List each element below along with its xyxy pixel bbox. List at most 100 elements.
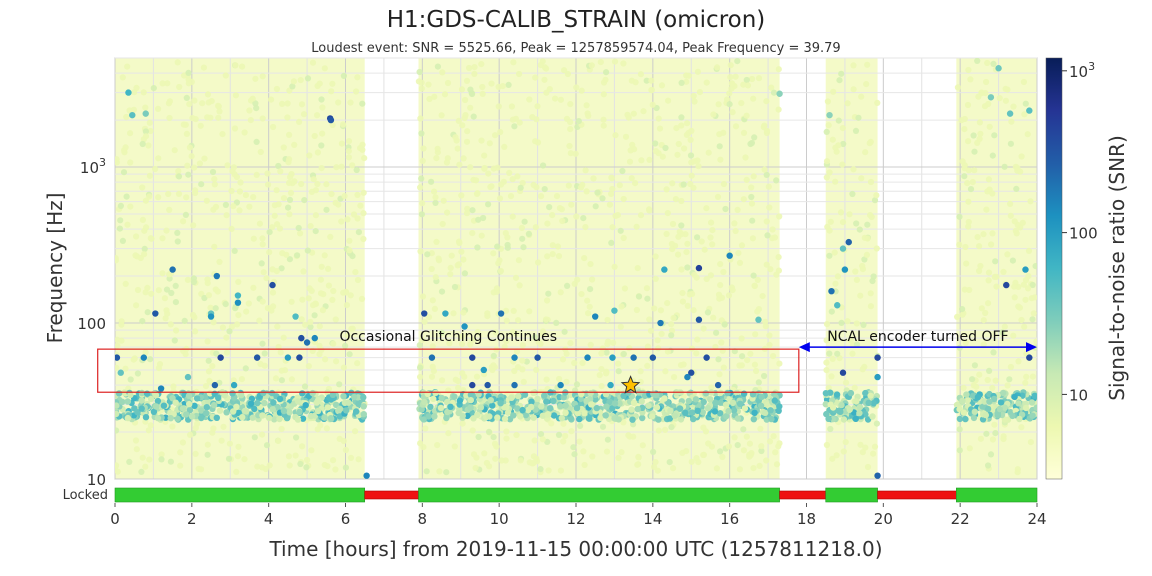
trigger-point (511, 354, 518, 361)
background-trigger (532, 74, 539, 81)
trigger-point (874, 373, 881, 381)
band-trigger (324, 404, 331, 411)
background-trigger (142, 133, 150, 140)
background-trigger (257, 360, 264, 368)
band-trigger (329, 391, 337, 398)
background-trigger (278, 377, 285, 384)
background-trigger (517, 184, 524, 191)
background-trigger (829, 332, 837, 339)
background-trigger (330, 287, 337, 295)
colorbar-label: Signal-to-noise ratio (SNR) (1105, 135, 1129, 401)
background-trigger (989, 230, 996, 237)
background-trigger (434, 63, 441, 70)
trigger-point (776, 90, 783, 97)
trigger-point (726, 252, 733, 259)
background-trigger (286, 462, 293, 469)
background-trigger (431, 188, 438, 195)
background-trigger (744, 82, 752, 89)
background-trigger (316, 80, 323, 87)
background-trigger (546, 204, 553, 211)
background-trigger (765, 183, 772, 190)
background-trigger (750, 465, 757, 472)
background-trigger (230, 164, 237, 171)
background-trigger (155, 287, 162, 294)
background-trigger (232, 92, 239, 99)
band-trigger (138, 389, 146, 397)
background-trigger (230, 203, 237, 210)
background-trigger (209, 363, 216, 370)
background-trigger (635, 453, 642, 460)
background-trigger (744, 357, 751, 364)
background-trigger (959, 306, 966, 313)
background-trigger (189, 311, 197, 319)
background-trigger (431, 93, 438, 100)
background-trigger (693, 274, 700, 281)
background-trigger (206, 377, 213, 384)
background-trigger (863, 251, 871, 258)
background-trigger (419, 200, 426, 207)
background-trigger (775, 443, 782, 450)
background-trigger (648, 77, 655, 84)
background-trigger (616, 182, 623, 189)
background-trigger (986, 367, 993, 374)
background-trigger (466, 64, 473, 72)
background-trigger (459, 420, 466, 427)
background-trigger (118, 318, 125, 325)
background-trigger (328, 190, 335, 198)
band-trigger (464, 412, 471, 420)
background-trigger (515, 317, 522, 324)
background-trigger (533, 366, 540, 373)
band-trigger (459, 412, 466, 420)
background-trigger (633, 306, 641, 314)
background-trigger (567, 101, 574, 108)
background-trigger (626, 345, 633, 352)
trigger-point (363, 472, 370, 479)
background-trigger (652, 253, 659, 260)
background-trigger (971, 362, 979, 369)
background-trigger (144, 284, 151, 291)
background-trigger (720, 268, 727, 276)
background-trigger (354, 215, 361, 222)
background-trigger (288, 171, 295, 178)
background-trigger (853, 276, 861, 283)
x-tick-label: 2 (187, 510, 197, 528)
background-trigger (1029, 281, 1036, 289)
background-trigger (166, 206, 173, 213)
band-trigger (576, 415, 583, 423)
trigger-point (695, 316, 703, 323)
background-trigger (464, 128, 471, 135)
colorbar-tick-label: 100 (1069, 225, 1098, 243)
background-trigger (116, 225, 123, 232)
background-trigger (228, 187, 235, 195)
background-trigger (599, 345, 606, 352)
background-trigger (668, 332, 675, 339)
background-trigger (266, 229, 273, 236)
background-trigger (359, 100, 366, 107)
band-trigger (508, 394, 515, 401)
background-trigger (354, 360, 361, 367)
background-trigger (985, 462, 992, 469)
background-trigger (447, 271, 454, 278)
band-trigger (1001, 416, 1009, 423)
background-trigger (615, 368, 622, 375)
background-trigger (357, 202, 364, 209)
background-trigger (479, 90, 486, 97)
background-trigger (600, 91, 607, 98)
background-trigger (627, 147, 634, 154)
background-trigger (776, 213, 783, 220)
background-trigger (956, 241, 963, 248)
background-trigger (637, 212, 645, 219)
background-trigger (757, 425, 764, 432)
background-trigger (145, 427, 152, 434)
background-trigger (130, 106, 137, 113)
background-trigger (429, 363, 436, 370)
background-trigger (504, 244, 511, 251)
background-trigger (272, 375, 280, 382)
background-trigger (664, 300, 671, 307)
background-trigger (977, 262, 984, 270)
background-trigger (658, 82, 666, 89)
background-trigger (617, 323, 624, 330)
background-trigger (515, 257, 523, 264)
state-segment-off (779, 490, 827, 500)
